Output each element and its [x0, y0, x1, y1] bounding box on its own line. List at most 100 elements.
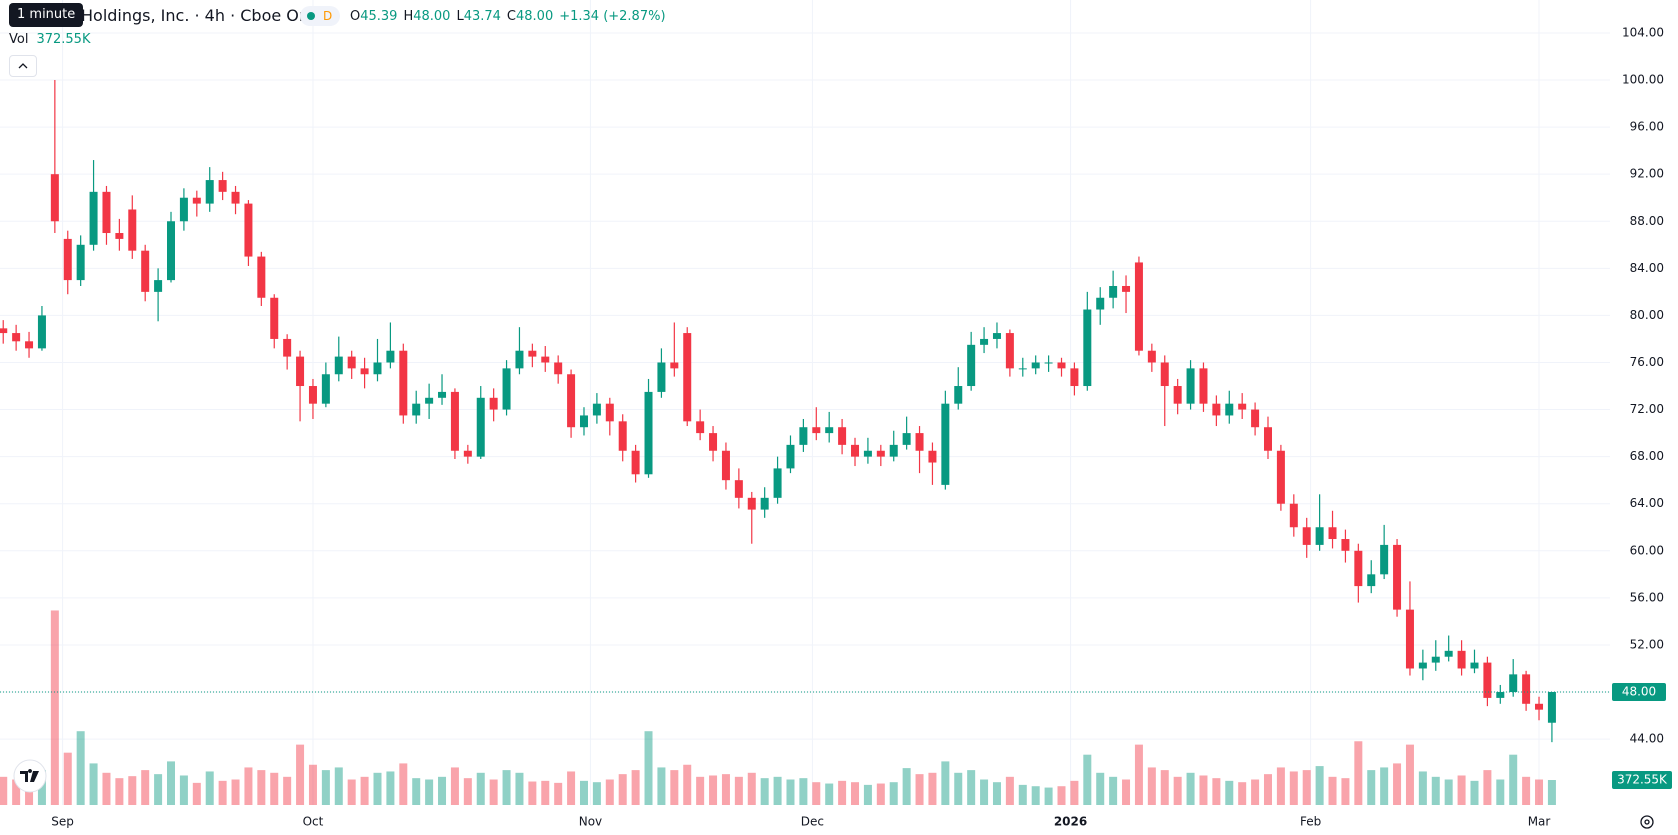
volume-bar — [670, 770, 679, 805]
volume-bar — [631, 770, 640, 805]
volume-bar — [954, 772, 963, 805]
candles — [0, 80, 1556, 743]
candle-body — [1354, 550, 1363, 587]
volume-bar — [463, 778, 472, 805]
candle-body — [502, 368, 511, 410]
volume-name: Vol — [9, 32, 29, 47]
candle-body — [386, 350, 395, 363]
candle-body — [605, 403, 614, 422]
y-tick-label: 64.00 — [1630, 496, 1664, 510]
candle-body — [1496, 692, 1505, 698]
settings-icon[interactable] — [1640, 815, 1654, 829]
volume-bar — [567, 771, 576, 805]
last-volume-label: 372.55K — [1617, 773, 1668, 787]
candle-body — [567, 374, 576, 428]
candle-body — [489, 397, 498, 410]
volume-bar — [838, 780, 847, 805]
volume-bar — [450, 767, 459, 805]
volume-bar — [37, 770, 46, 805]
volume-bar — [1547, 780, 1556, 805]
candle-body — [1457, 650, 1466, 669]
candle-body — [1134, 262, 1143, 351]
volume-bar — [1109, 776, 1118, 805]
volume-bar — [515, 772, 524, 805]
volume-bar — [373, 772, 382, 805]
volume-bar — [399, 763, 408, 805]
candle-body — [554, 362, 563, 375]
legend-value: 43.74 — [463, 9, 501, 24]
last-price-tag — [1612, 683, 1666, 702]
candle-body — [967, 344, 976, 387]
volume-bar — [734, 776, 743, 805]
y-tick-label: 100.00 — [1622, 73, 1664, 87]
candle-body — [283, 338, 292, 357]
candle-body — [515, 350, 524, 369]
volume-bar — [1238, 782, 1247, 805]
candle-body — [1186, 368, 1195, 404]
chart-title: Holdings, Inc. · 4h · Cboe One — [81, 6, 319, 25]
volume-bar — [915, 774, 924, 805]
volume-bar — [1173, 776, 1182, 805]
volume-bar — [63, 752, 72, 805]
volume-bar — [1380, 767, 1389, 805]
volume-bar — [1160, 770, 1169, 805]
status-pill[interactable]: D — [300, 6, 340, 26]
y-tick-label: 56.00 — [1630, 590, 1664, 604]
candle-body — [154, 280, 163, 292]
candle-body — [296, 356, 305, 387]
settings-core — [1644, 819, 1650, 825]
candle-body — [799, 427, 808, 445]
volume-bar — [1122, 779, 1131, 805]
candle-body — [270, 297, 279, 339]
candle-body — [1328, 527, 1337, 540]
candle-body — [0, 328, 8, 334]
candle-body — [1070, 368, 1079, 387]
volume-bar — [760, 778, 769, 805]
volume-bar — [1251, 779, 1260, 805]
volume-bar — [683, 764, 692, 805]
volume-bar — [889, 782, 898, 805]
volume-bar — [425, 779, 434, 805]
volume-bar — [476, 772, 485, 805]
volume-bar — [1509, 754, 1518, 805]
volume-bar — [696, 776, 705, 805]
volume-bar — [1083, 754, 1092, 805]
candle-body — [205, 180, 214, 204]
volume-bar — [141, 770, 150, 805]
x-tick-label: Oct — [303, 815, 324, 829]
volume-bar — [283, 776, 292, 805]
logo — [13, 759, 47, 793]
volume-bar — [76, 731, 85, 805]
y-tick-label: 96.00 — [1630, 120, 1664, 134]
candle-body — [1005, 333, 1014, 369]
volume-bar — [1522, 776, 1531, 805]
y-tick-label: 84.00 — [1630, 261, 1664, 275]
volume-bar — [270, 772, 279, 805]
candle-body — [12, 333, 21, 342]
volume-bar — [218, 780, 227, 805]
candle-body — [1289, 503, 1298, 528]
candle-body — [644, 391, 653, 475]
volume-bar — [308, 764, 317, 805]
volume-bar — [1444, 779, 1453, 805]
volume-bar — [980, 779, 989, 805]
candle-body — [321, 374, 330, 404]
volume-bar — [902, 768, 911, 805]
volume-bar — [102, 772, 111, 805]
collapse-button[interactable] — [9, 55, 37, 77]
candle-body — [747, 497, 756, 510]
candle-body — [1380, 544, 1389, 575]
volume-bar — [179, 775, 188, 805]
volume-bar — [438, 776, 447, 805]
legend-value: 45.39 — [360, 9, 398, 24]
candle-body — [167, 221, 176, 281]
volume-bar — [1431, 776, 1440, 805]
volume-bar — [605, 779, 614, 805]
candle-body — [1341, 539, 1350, 551]
candle-body — [179, 197, 188, 222]
x-tick-label: Dec — [801, 815, 824, 829]
volume-bar — [386, 771, 395, 805]
volume-bar — [489, 779, 498, 805]
volume-bar — [618, 774, 627, 805]
